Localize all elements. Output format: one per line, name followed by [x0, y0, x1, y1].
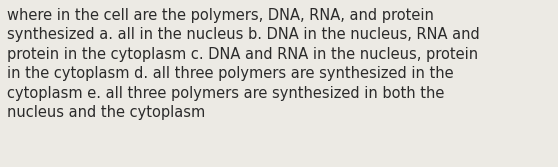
Text: where in the cell are the polymers, DNA, RNA, and protein
synthesized a. all in : where in the cell are the polymers, DNA,… [7, 8, 479, 120]
